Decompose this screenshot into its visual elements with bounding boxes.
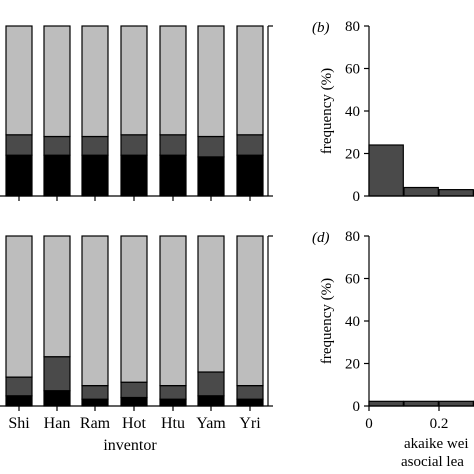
- bar-a-hot-seg2: [120, 25, 148, 136]
- bar-c-hot-seg2: [120, 235, 148, 383]
- y-axis-label-b: frequency (%): [319, 68, 335, 154]
- bar-a-ram-seg0: [81, 154, 109, 197]
- bar-c-htu-seg0: [159, 398, 187, 407]
- bar-a-shi-seg2: [5, 25, 33, 136]
- bar-a-hot-seg1: [120, 134, 148, 156]
- bar-c-yam-seg1: [197, 371, 225, 397]
- panel-c-stacked-bars: Shi Han Ram Hot Htu Yam Yri inventor: [0, 235, 273, 454]
- bar-a-yam-seg0: [197, 156, 225, 197]
- bar-a-htu-seg2: [159, 25, 187, 136]
- bar-c-han-seg0: [43, 390, 71, 407]
- bar-a-yam-seg1: [197, 135, 225, 158]
- bar-c-htu-seg2: [159, 235, 187, 387]
- panel-a-stacked-bars: [0, 25, 273, 201]
- bar-a-han-seg1: [43, 135, 71, 156]
- x-tick-label-d-1: 0.2: [430, 416, 449, 432]
- bar-a-hot-seg0: [120, 154, 148, 197]
- y-tick-label-d-2: 40: [345, 314, 360, 330]
- bar-a-han-seg0: [43, 154, 71, 197]
- bar-a-yri-seg0: [236, 154, 264, 197]
- panel-label-b: (b): [312, 20, 330, 36]
- hist-bar-d-2: [438, 400, 474, 407]
- bar-c-shi-seg1: [5, 376, 33, 397]
- x-tick-label-han: Han: [44, 415, 71, 432]
- panel-label-d: (d): [312, 230, 330, 246]
- bar-a-yri-seg2: [236, 25, 264, 136]
- bar-a-htu-seg0: [159, 154, 187, 197]
- x-tick-label-htu: Htu: [161, 415, 185, 432]
- y-tick-label-d-3: 60: [345, 272, 360, 288]
- y-tick-label-d-0: 0: [353, 399, 361, 415]
- x-tick-label-hot: Hot: [122, 415, 147, 432]
- hist-bar-b-0: [368, 144, 404, 197]
- y-tick-label-b-1: 20: [345, 147, 360, 163]
- bar-c-shi-seg0: [5, 395, 33, 407]
- hist-bar-d-0: [368, 400, 404, 407]
- x-axis-label-d-line2: asocial lea: [401, 454, 464, 470]
- bar-a-shi-seg0: [5, 154, 33, 197]
- y-tick-label-d-4: 80: [345, 229, 360, 245]
- bar-c-hot-seg1: [120, 381, 148, 399]
- bar-a-ram-seg2: [81, 25, 109, 138]
- bar-c-ram-seg0: [81, 398, 109, 407]
- x-tick-label-d-0: 0: [365, 416, 373, 432]
- bar-c-yri-seg1: [236, 385, 264, 400]
- bar-c-shi-seg2: [5, 235, 33, 378]
- y-tick-label-b-0: 0: [353, 189, 361, 205]
- x-tick-label-shi: Shi: [8, 415, 30, 432]
- bar-a-shi-seg1: [5, 134, 33, 156]
- hist-bar-d-1: [403, 400, 439, 407]
- x-tick-label-ram: Ram: [80, 415, 111, 432]
- y-axis-label-d: frequency (%): [319, 278, 335, 364]
- x-tick-label-yam: Yam: [196, 415, 226, 432]
- bar-c-han-seg1: [43, 356, 71, 392]
- bar-a-yam-seg2: [197, 25, 225, 138]
- bar-c-ram-seg2: [81, 235, 109, 387]
- y-tick-label-b-4: 80: [345, 19, 360, 35]
- x-axis-label-inventor: inventor: [103, 437, 157, 454]
- panel-b-histogram: (b) 0 20 40 60 80 frequency (%): [312, 19, 474, 205]
- bar-a-han-seg2: [43, 25, 71, 138]
- hist-bar-b-2: [438, 189, 474, 197]
- bar-c-han-seg2: [43, 235, 71, 358]
- bar-c-yri-seg0: [236, 398, 264, 407]
- bar-c-yam-seg0: [197, 395, 225, 407]
- bar-c-ram-seg1: [81, 385, 109, 400]
- x-tick-label-yri: Yri: [239, 415, 261, 432]
- y-tick-label-b-3: 60: [345, 62, 360, 78]
- y-tick-label-b-2: 40: [345, 104, 360, 120]
- bar-a-htu-seg1: [159, 134, 187, 156]
- bar-c-hot-seg0: [120, 396, 148, 407]
- bar-a-ram-seg1: [81, 135, 109, 156]
- hist-bar-b-1: [403, 186, 439, 197]
- y-tick-label-d-1: 20: [345, 357, 360, 373]
- bar-c-yam-seg2: [197, 235, 225, 373]
- bar-c-htu-seg1: [159, 385, 187, 400]
- bar-a-yri-seg1: [236, 134, 264, 156]
- bar-c-yri-seg2: [236, 235, 264, 387]
- x-axis-label-d-line1: akaike wei: [404, 436, 469, 452]
